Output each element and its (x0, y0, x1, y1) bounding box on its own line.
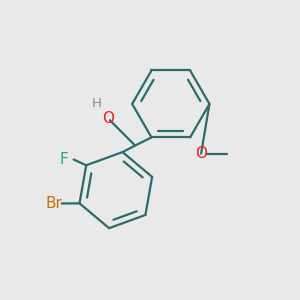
Text: O: O (102, 111, 114, 126)
Text: Br: Br (45, 196, 62, 211)
Text: F: F (59, 152, 68, 167)
Text: H: H (92, 97, 102, 110)
Text: O: O (195, 146, 207, 161)
